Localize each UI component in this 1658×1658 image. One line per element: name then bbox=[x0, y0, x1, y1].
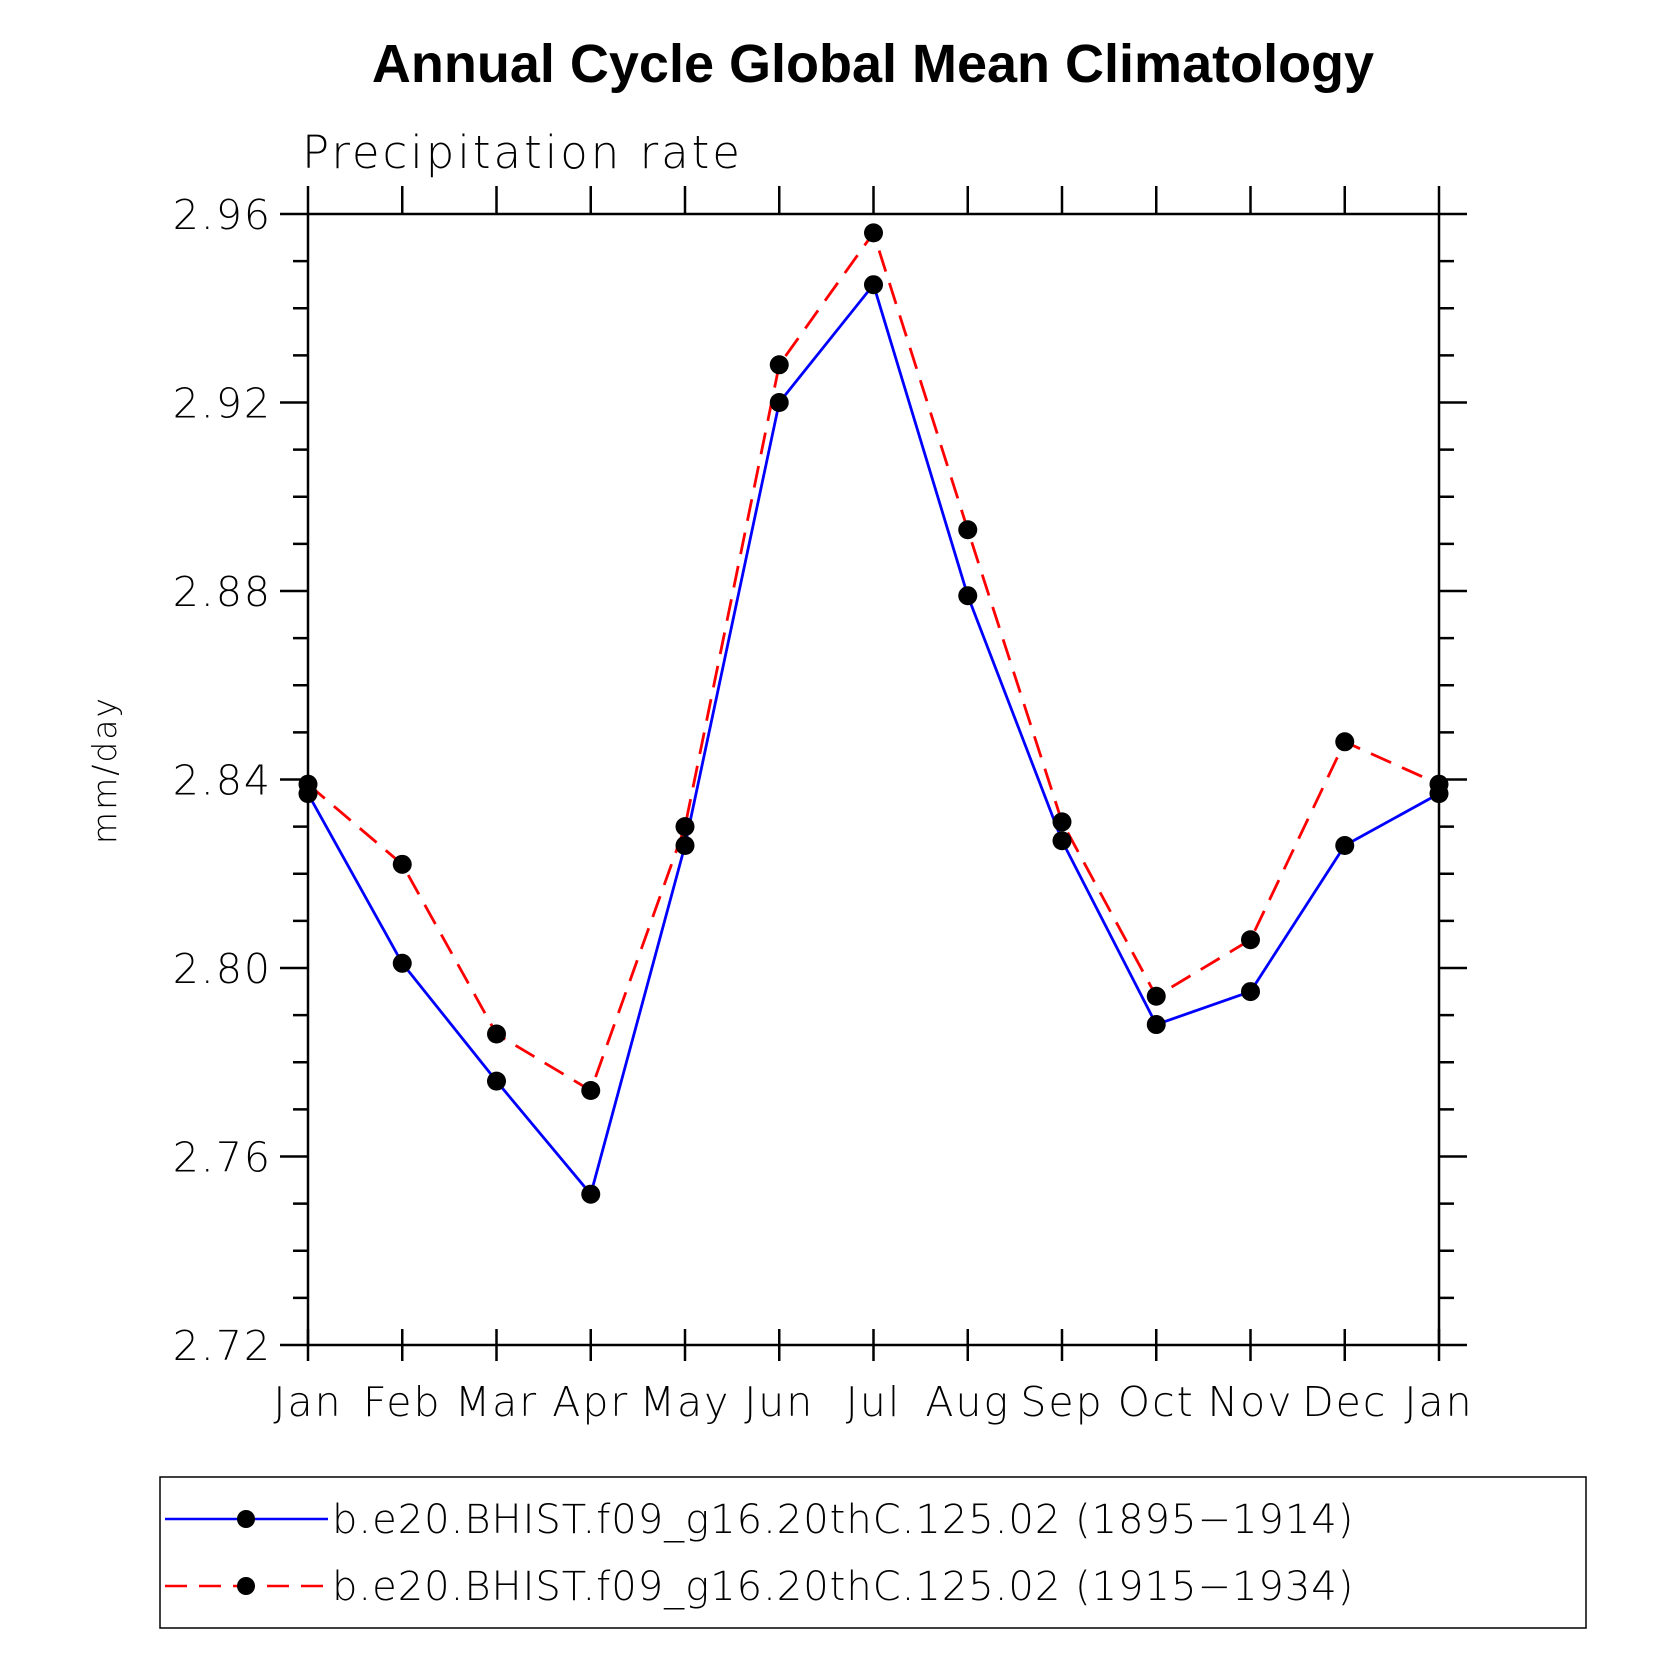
x-tick-label: Feb bbox=[363, 1378, 442, 1426]
series-1-point bbox=[1335, 835, 1355, 855]
series-2-point bbox=[581, 1081, 601, 1101]
series-1-point bbox=[675, 835, 695, 855]
series-1-point bbox=[769, 393, 789, 412]
x-tick-label: Aug bbox=[925, 1378, 1010, 1426]
legend-label-series-1: b.e20.BHIST.f09_g16.20thC.125.02 (1895−1… bbox=[332, 1497, 1354, 1543]
legend-label-series-2: b.e20.BHIST.f09_g16.20thC.125.02 (1915−1… bbox=[332, 1564, 1354, 1610]
y-tick-label: 2.92 bbox=[173, 380, 272, 428]
plot-frame bbox=[306, 212, 1441, 1347]
y-axis-tick-labels: 2.72 2.76 2.80 2.84 2.88 2.92 2.96 bbox=[173, 191, 272, 1370]
y-tick-label: 2.72 bbox=[173, 1322, 272, 1370]
x-tick-label: Jan bbox=[1404, 1378, 1473, 1426]
x-tick-label: Dec bbox=[1302, 1378, 1387, 1426]
series-2-point bbox=[1146, 986, 1166, 1006]
series-1-point bbox=[1241, 982, 1260, 1002]
series-2-point bbox=[769, 355, 789, 375]
x-tick-label: Jan bbox=[273, 1378, 342, 1426]
series-2-point bbox=[958, 520, 978, 540]
chart-title: Annual Cycle Global Mean Climatology bbox=[372, 34, 1374, 94]
series-2-point bbox=[1335, 732, 1355, 752]
x-axis-ticks bbox=[306, 186, 1441, 1361]
y-axis-ticks bbox=[280, 212, 1467, 1347]
series-2-point bbox=[1429, 774, 1449, 794]
x-tick-label: Apr bbox=[552, 1378, 629, 1426]
legend: b.e20.BHIST.f09_g16.20thC.125.02 (1895−1… bbox=[159, 1476, 1587, 1629]
x-tick-label: Jun bbox=[744, 1378, 814, 1426]
series-layer bbox=[298, 223, 1449, 1204]
series-2-point bbox=[1052, 812, 1072, 832]
x-tick-label: Mar bbox=[455, 1378, 538, 1426]
x-tick-label: Sep bbox=[1020, 1378, 1103, 1426]
y-tick-label: 2.84 bbox=[173, 757, 272, 805]
series-1-point bbox=[958, 586, 978, 606]
legend-marker-series-2 bbox=[237, 1577, 255, 1595]
series-1-point bbox=[487, 1071, 506, 1091]
series-2-point bbox=[675, 817, 695, 837]
series-2-point bbox=[864, 223, 883, 243]
chart-subtitle: Precipitation rate bbox=[302, 126, 743, 179]
y-axis-label: mm/day bbox=[85, 696, 124, 844]
x-tick-label: Oct bbox=[1118, 1378, 1195, 1426]
y-tick-label: 2.88 bbox=[173, 568, 272, 616]
series-1-point bbox=[392, 953, 412, 973]
y-tick-label: 2.76 bbox=[173, 1134, 272, 1182]
series-1-point bbox=[864, 275, 883, 295]
series-1-point bbox=[1052, 831, 1072, 851]
legend-marker-series-1 bbox=[237, 1510, 255, 1528]
legend-box bbox=[159, 1476, 1587, 1629]
series-2-point bbox=[392, 854, 412, 874]
series-1-point bbox=[1146, 1015, 1166, 1035]
series-1-point bbox=[581, 1184, 601, 1204]
x-tick-label: Jul bbox=[846, 1378, 901, 1426]
x-tick-label: Nov bbox=[1207, 1378, 1293, 1426]
series-line-1 bbox=[306, 283, 1440, 1196]
x-axis-tick-labels: Jan Feb Mar Apr May Jun Jul Aug Sep Oct Nov Dec Jan bbox=[273, 1378, 1473, 1426]
x-tick-label: May bbox=[640, 1378, 731, 1426]
series-2-point bbox=[298, 774, 318, 794]
y-tick-label: 2.80 bbox=[173, 945, 272, 993]
series-2-point bbox=[487, 1024, 506, 1044]
y-tick-label: 2.96 bbox=[173, 191, 272, 239]
series-2-point bbox=[1241, 930, 1260, 950]
